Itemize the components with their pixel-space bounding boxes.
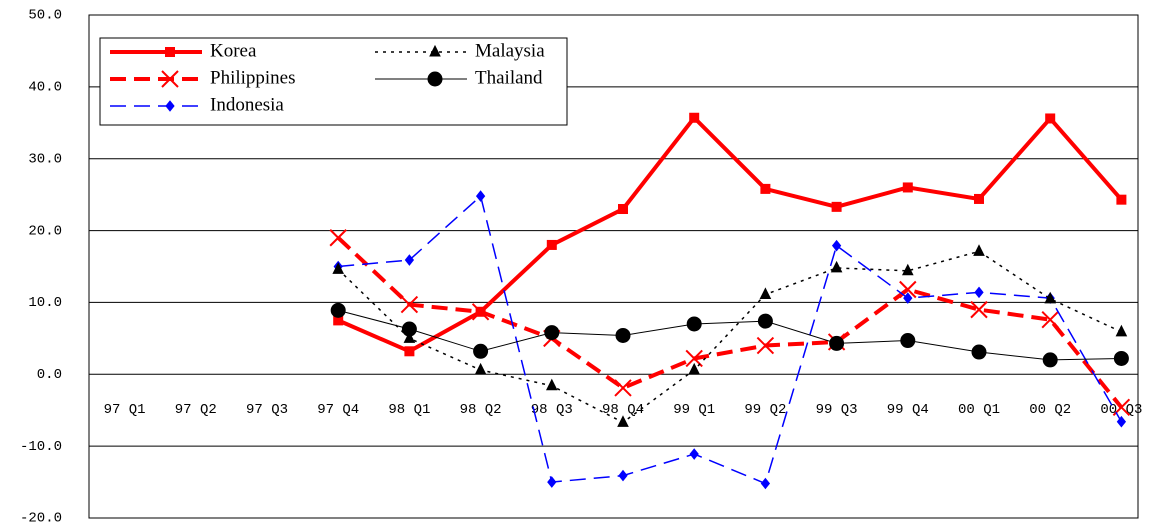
legend-marker — [429, 44, 441, 57]
legend-label: Indonesia — [210, 94, 284, 115]
legend-marker — [427, 71, 443, 87]
legend-marker — [165, 47, 175, 57]
x-tick-label: 99 Q1 — [673, 402, 715, 418]
x-tick-label: 99 Q2 — [744, 402, 786, 418]
legend-label: Thailand — [475, 67, 543, 88]
marker — [829, 335, 845, 351]
marker — [973, 244, 985, 256]
marker — [760, 477, 771, 490]
marker — [831, 201, 842, 212]
marker — [760, 183, 771, 194]
x-tick-label: 00 Q1 — [958, 402, 1000, 418]
marker — [689, 448, 699, 460]
marker — [970, 300, 988, 319]
y-tick-label: 10.0 — [28, 295, 62, 311]
series-line — [337, 114, 1123, 354]
x-tick-label: 97 Q1 — [104, 402, 146, 418]
marker — [546, 239, 557, 250]
y-tick-label: 0.0 — [37, 367, 62, 383]
y-tick-label: 50.0 — [28, 8, 62, 24]
marker — [618, 469, 628, 482]
marker — [1116, 194, 1127, 205]
y-tick-label: 30.0 — [28, 151, 62, 167]
marker — [1042, 352, 1058, 368]
legend-label: Korea — [210, 40, 257, 61]
x-tick-label: 00 Q3 — [1100, 402, 1142, 418]
marker — [974, 286, 984, 299]
marker — [615, 327, 631, 343]
marker — [404, 254, 415, 266]
marker — [547, 476, 557, 488]
marker — [401, 321, 417, 337]
marker — [473, 343, 489, 359]
marker — [830, 260, 843, 273]
x-tick-label: 98 Q3 — [531, 402, 573, 418]
marker — [688, 362, 701, 375]
marker — [471, 303, 490, 321]
marker — [404, 346, 415, 357]
marker — [757, 313, 773, 329]
marker — [1044, 291, 1057, 304]
x-tick-label: 97 Q2 — [175, 402, 217, 418]
marker — [329, 229, 347, 247]
y-tick-label: -10.0 — [20, 439, 62, 455]
marker — [1045, 113, 1056, 124]
x-tick-label: 99 Q4 — [887, 402, 929, 418]
marker — [400, 295, 419, 314]
marker — [1041, 310, 1059, 329]
marker — [614, 379, 632, 397]
marker — [475, 190, 486, 202]
marker — [831, 239, 842, 252]
marker — [903, 292, 913, 304]
x-tick-label: 00 Q2 — [1029, 402, 1071, 418]
marker — [1115, 324, 1128, 337]
marker — [901, 263, 914, 276]
marker — [332, 262, 345, 274]
marker — [689, 112, 700, 123]
y-tick-label: 40.0 — [28, 80, 62, 96]
marker — [474, 362, 487, 375]
marker — [902, 182, 913, 193]
series-line — [338, 309, 1122, 361]
marker — [1116, 415, 1127, 428]
marker — [756, 336, 775, 355]
marker — [403, 331, 416, 343]
marker — [974, 193, 984, 204]
marker — [544, 325, 560, 341]
x-tick-label: 98 Q1 — [388, 402, 430, 418]
legend-marker — [161, 70, 179, 88]
marker — [618, 204, 628, 215]
marker — [545, 378, 558, 391]
x-tick-label: 98 Q4 — [602, 402, 644, 418]
x-tick-label: 97 Q3 — [246, 402, 288, 418]
marker — [971, 344, 987, 360]
x-tick-label: 99 Q3 — [816, 402, 858, 418]
legend-marker — [165, 100, 175, 112]
x-tick-label: 98 Q2 — [460, 402, 502, 418]
x-tick-label: 97 Q4 — [317, 402, 359, 418]
marker — [1113, 350, 1129, 366]
legend-label: Malaysia — [475, 40, 545, 61]
marker — [330, 302, 346, 318]
marker — [900, 333, 916, 349]
series-line — [338, 194, 1123, 485]
marker — [617, 415, 629, 427]
marker — [759, 287, 772, 300]
legend-label: Philippines — [210, 67, 296, 88]
series-line — [336, 236, 1123, 409]
y-tick-label: -20.0 — [20, 511, 62, 527]
marker — [686, 316, 702, 332]
y-tick-label: 20.0 — [28, 223, 62, 239]
